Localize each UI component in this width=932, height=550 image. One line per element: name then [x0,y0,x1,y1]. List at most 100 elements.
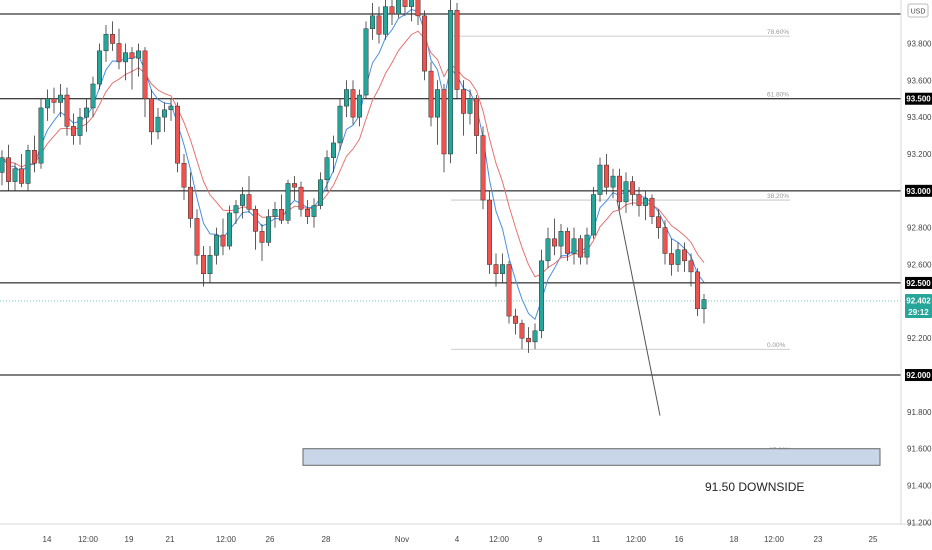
candle [77,107,83,145]
candle [402,0,408,16]
downside-annotation: 91.50 DOWNSIDE [705,480,804,494]
candle [285,179,291,224]
candle [604,153,609,195]
candle [662,220,668,265]
projection-line[interactable] [616,199,661,416]
candle [324,150,330,191]
price-badges: 93.500 93.000 92.500 92.000 92.402 29:12 [905,92,932,382]
candle [597,157,603,202]
candle [643,190,648,221]
y-tick-label: 92.600 [907,261,932,270]
candle [116,28,122,70]
x-tick-label: 21 [166,535,175,544]
candle [474,95,479,154]
candle [84,98,89,132]
y-tick-label: 93.600 [907,76,932,85]
candle [428,61,434,127]
x-tick-label: 16 [675,535,684,544]
candle [409,0,414,22]
candle [331,135,336,173]
candle [272,201,278,228]
y-tick-label: 91.800 [907,408,932,417]
candle [298,181,304,217]
candle [90,76,96,118]
candle [558,223,564,258]
candle [38,98,44,169]
candle [623,172,629,213]
candle [201,246,206,287]
candle [513,308,518,335]
candle [110,21,115,51]
candle [675,242,681,272]
candle [610,168,616,199]
currency-label: USD [907,3,929,18]
fib-label: 0.00% [767,342,786,349]
candle [435,80,440,145]
candle [649,194,655,224]
candle [0,150,5,186]
candle [175,102,180,173]
x-tick-label: 12:00 [489,535,510,544]
candle [259,223,265,261]
candle [578,235,583,265]
time-axis[interactable]: 14 12:00 19 21 12:00 26 28 Nov 4 12:00 9 11 12:00 16 1… [43,535,878,544]
candle [194,209,200,265]
candle [389,0,395,26]
candle [51,87,57,114]
y-tick-label: 93.200 [907,150,932,159]
candle [695,268,700,317]
x-tick-label: 23 [814,535,823,544]
candle [688,253,694,287]
candle [136,43,141,77]
candle [337,98,343,151]
candle [240,187,245,219]
x-tick-label: Nov [395,535,409,544]
candle [656,209,661,239]
candle [344,80,349,118]
y-tick-label: 93.400 [907,113,932,122]
candle [71,113,76,145]
candle [253,205,258,250]
horizontal-levels [0,13,901,376]
candle [207,246,213,283]
level-badge-label: 93.500 [906,95,931,104]
candle [396,0,401,18]
x-tick-label: 12:00 [626,535,647,544]
candle [168,98,174,121]
candle [701,293,707,324]
candle [461,80,466,136]
y-tick-label: 91.600 [907,445,932,454]
candle [214,227,219,265]
candle [526,327,531,353]
candle [370,2,375,40]
fib-label: 38.20% [767,193,789,200]
x-tick-label: 12:00 [764,535,785,544]
currency-label-text: USD [911,9,926,16]
target-zone-box [302,448,881,466]
candle [493,253,499,287]
level-badge [905,92,932,105]
candle [305,200,310,224]
candle [58,83,63,118]
level-badge-label: 93.000 [906,187,931,196]
candle [519,319,525,350]
level-badge [905,276,932,289]
x-tick-label: 25 [869,535,878,544]
candle [487,190,492,274]
level-badge-label: 92.000 [906,371,931,380]
candle [292,176,297,201]
countdown-label: 29:12 [908,308,929,317]
candle [318,172,323,210]
candle [467,89,473,125]
candle [545,227,551,269]
candle [311,198,317,228]
x-tick-label: 11 [592,535,601,544]
candle [357,89,362,127]
candle [383,0,388,40]
candle [552,218,557,256]
candle [279,194,284,224]
candle [181,153,187,201]
current-price-label: 92.402 [906,296,931,305]
